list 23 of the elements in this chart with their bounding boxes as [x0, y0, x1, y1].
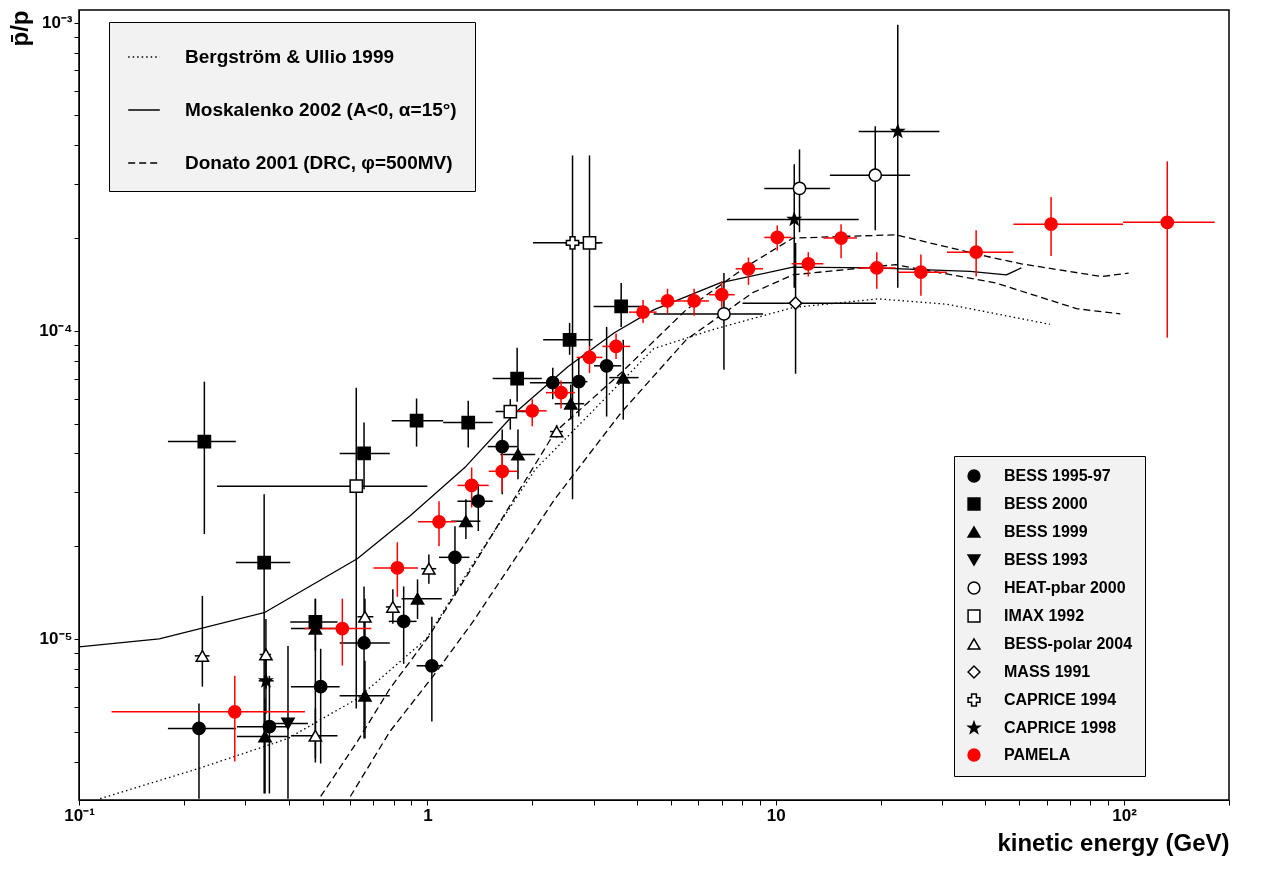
- legend-label: IMAX 1992: [1004, 607, 1085, 624]
- legend-label: Donato 2001 (DRC, φ=500MV): [185, 152, 453, 173]
- legend-label: BESS 2000: [1004, 495, 1088, 512]
- y-tick-label: 10⁻⁴: [39, 321, 73, 341]
- x-axis-title: kinetic energy (GeV): [997, 828, 1230, 856]
- y-tick-label: 10⁻³: [41, 13, 73, 33]
- legend-label: BESS-polar 2004: [1004, 635, 1133, 652]
- legend-label: PAMELA: [1004, 746, 1071, 763]
- legend-label: BESS 1993: [1004, 551, 1088, 568]
- x-tick-label: 10: [766, 805, 786, 825]
- legend-label: HEAT-pbar 2000: [1004, 579, 1126, 596]
- legend-label: Bergström & Ullio 1999: [185, 46, 395, 67]
- x-tick-label: 10²: [1112, 805, 1138, 825]
- x-tick-label: 10⁻¹: [64, 805, 96, 825]
- legend-label: CAPRICE 1998: [1004, 719, 1117, 736]
- legend-label: CAPRICE 1994: [1004, 691, 1117, 708]
- legend-label: Moskalenko 2002 (A<0, α=15°): [185, 99, 457, 120]
- legend-label: MASS 1991: [1004, 663, 1091, 680]
- legend-label: BESS 1999: [1004, 523, 1088, 540]
- y-tick-label: 10⁻⁵: [39, 629, 73, 649]
- legend-label: BESS 1995-97: [1004, 467, 1111, 484]
- x-tick-label: 1: [423, 805, 433, 825]
- y-axis-title: p̄/p: [6, 10, 34, 47]
